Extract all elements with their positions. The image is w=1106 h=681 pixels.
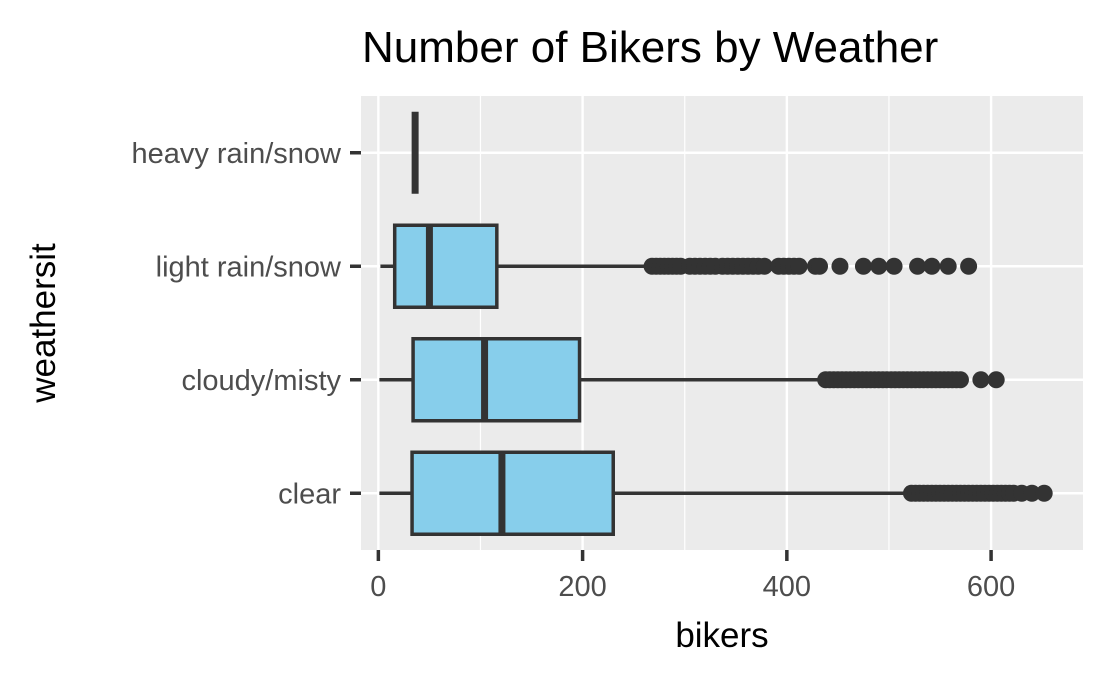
outlier-point xyxy=(831,257,849,275)
iqr-box xyxy=(411,337,582,423)
outlier-point xyxy=(1035,484,1053,502)
iqr-box xyxy=(410,450,615,536)
outlier-point xyxy=(987,371,1005,389)
outlier-point xyxy=(885,257,903,275)
box-clear xyxy=(379,450,1053,536)
y-tick-label: light rain/snow xyxy=(156,251,342,283)
outlier-point xyxy=(951,371,969,389)
outlier-point xyxy=(755,257,773,275)
outlier-point xyxy=(909,257,927,275)
outlier-point xyxy=(1023,484,1041,502)
outlier-point xyxy=(854,257,872,275)
outlier-point xyxy=(939,257,957,275)
box-light-rain-snow xyxy=(380,223,978,309)
x-axis: 0 200 400 600 xyxy=(370,550,1015,603)
y-axis: heavy rain/snow light rain/snow cloudy/mis… xyxy=(131,138,361,510)
box-cloudy-misty xyxy=(379,337,1005,423)
y-tick-label: cloudy/misty xyxy=(181,365,341,397)
outlier-point xyxy=(811,257,829,275)
box-layer xyxy=(379,111,1053,536)
outlier-point xyxy=(790,257,808,275)
y-axis-title: weathersit xyxy=(24,243,63,404)
outlier-point xyxy=(923,257,941,275)
x-axis-title: bikers xyxy=(675,616,768,655)
outlier-point xyxy=(870,257,888,275)
iqr-box xyxy=(392,223,499,309)
x-tick-label: 200 xyxy=(558,571,606,603)
outlier-point xyxy=(960,257,978,275)
y-tick-label: clear xyxy=(278,478,341,510)
x-tick-label: 0 xyxy=(370,571,386,603)
chart-title: Number of Bikers by Weather xyxy=(362,23,938,72)
y-tick-label: heavy rain/snow xyxy=(131,138,342,170)
outlier-point xyxy=(972,371,990,389)
x-tick-label: 400 xyxy=(763,571,811,603)
x-tick-label: 600 xyxy=(967,571,1015,603)
